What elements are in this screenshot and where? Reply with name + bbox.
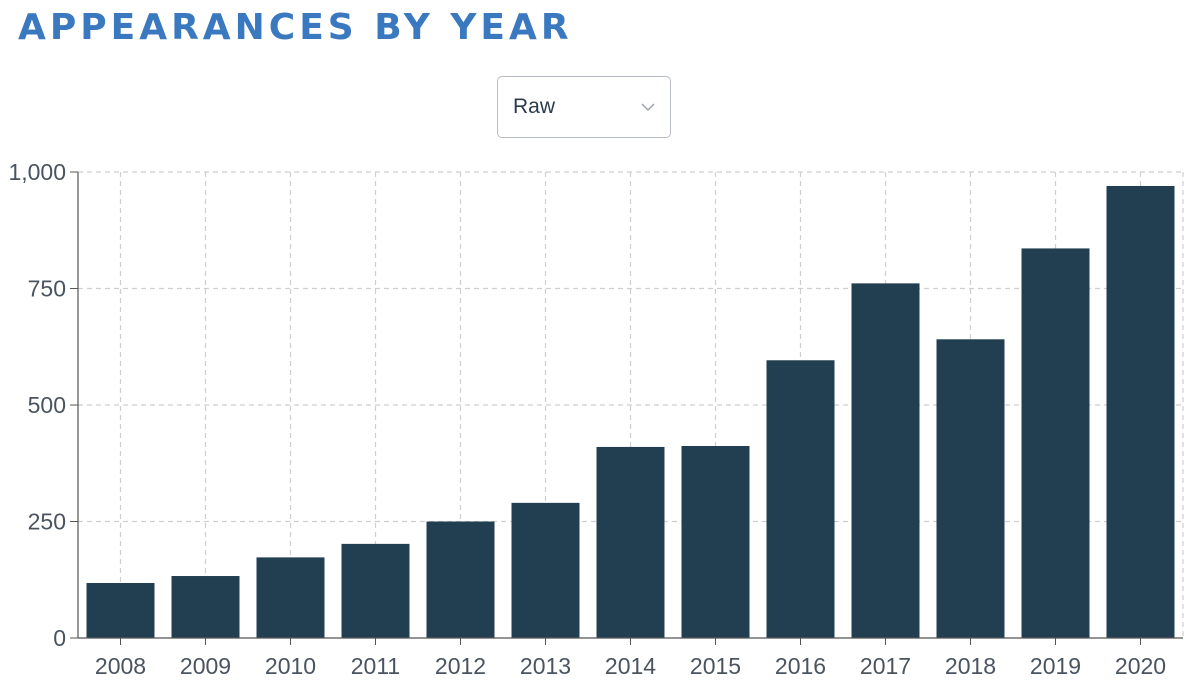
- x-tick-label: 2018: [945, 653, 996, 679]
- y-tick-label: 1,000: [8, 159, 66, 185]
- x-tick-label: 2010: [265, 653, 316, 679]
- label-layer: 0 250 500 750 1,000 2008 2009 2010 2011 2012 2013 2…: [8, 159, 1166, 679]
- bar: [681, 446, 750, 638]
- page-title: APPEARANCES BY YEAR: [18, 7, 573, 48]
- x-tick-label: 2020: [1115, 653, 1166, 679]
- x-tick-label: 2016: [775, 653, 826, 679]
- x-tick-label: 2017: [860, 653, 911, 679]
- bar-layer: [86, 185, 1175, 639]
- x-tick-label: 2012: [435, 653, 486, 679]
- mode-select-value: Raw: [513, 95, 556, 118]
- y-tick-label: 500: [28, 392, 66, 418]
- x-tick-label: 2015: [690, 653, 741, 679]
- bar: [341, 543, 410, 638]
- x-tick-label: 2009: [180, 653, 231, 679]
- bar: [596, 446, 665, 638]
- y-tick-label: 0: [53, 625, 66, 651]
- x-tick-label: 2013: [520, 653, 571, 679]
- x-tick-label: 2019: [1030, 653, 1081, 679]
- bar: [936, 339, 1005, 638]
- bar: [1021, 248, 1090, 638]
- bar: [426, 521, 495, 638]
- y-tick-label: 250: [28, 509, 66, 535]
- mode-select[interactable]: Raw: [497, 76, 671, 138]
- bar: [256, 557, 325, 638]
- x-tick-label: 2014: [605, 653, 656, 679]
- bar: [766, 360, 835, 638]
- chevron-down-icon: [641, 103, 655, 112]
- x-tick-label: 2011: [351, 653, 400, 679]
- bar: [851, 283, 920, 638]
- y-tick-label: 750: [28, 276, 66, 302]
- bar: [1106, 185, 1175, 639]
- bar: [86, 583, 155, 638]
- bar: [171, 576, 240, 638]
- x-tick-label: 2008: [95, 653, 146, 679]
- axis-layer: [70, 171, 1183, 645]
- bar: [511, 502, 580, 638]
